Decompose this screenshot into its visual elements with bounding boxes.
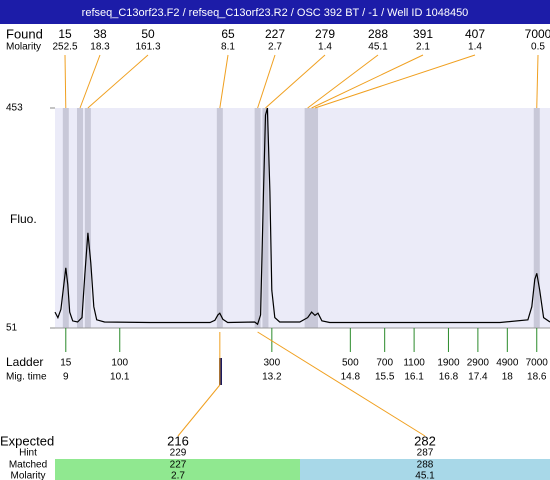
found-connector [219,54,229,109]
marker-bar [219,358,222,385]
peak-band [254,108,261,328]
found-value: 407 [465,27,485,41]
mig-time-value: 13.2 [262,372,282,383]
mig-time-value: 10.1 [110,372,130,383]
table-value: 287 [417,448,434,459]
mig-time-value: 15.5 [375,372,395,383]
ladder-value: 500 [342,358,359,369]
peak-band [304,108,311,328]
found-connector [314,54,476,109]
found-value: 50 [141,27,155,41]
row-label: Hint [19,448,37,459]
table-value: 282 [414,433,436,448]
mig-time-value: 16.1 [404,372,424,383]
mig-time-value: 9 [63,372,69,383]
row-label: Matched [9,460,47,471]
chart-title: refseq_C13orf23.F2 / refseq_C13orf23.R2 … [82,7,469,19]
found-value: 391 [413,27,433,41]
plot-area [55,108,550,328]
peak-band [62,108,69,328]
row-label: Expected [0,433,54,448]
found-value: 288 [368,27,388,41]
peak-band [312,108,319,328]
ladder-value: 1900 [437,358,460,369]
found-connector [79,54,101,109]
found-value: 65 [221,27,235,41]
molarity-value: 1.4 [318,42,332,53]
found-connector [307,54,379,109]
found-value: 7000 [525,27,550,41]
ladder-value: 15 [60,358,72,369]
peak-band [308,108,315,328]
table-value: 229 [170,448,187,459]
ladder-value: 100 [111,358,128,369]
mig-time-value: 16.8 [439,372,459,383]
molarity-label: Molarity [6,42,41,53]
y-tick-label: 453 [6,103,23,114]
peak-band [216,108,223,328]
ladder-value: 4900 [496,358,519,369]
mig-time-label: Mig. time [6,372,47,383]
mig-time-value: 17.4 [468,372,488,383]
molarity-value: 252.5 [52,42,77,53]
row-label: Molarity [10,471,45,480]
molarity-value: 2.1 [416,42,430,53]
found-value: 279 [315,27,335,41]
molarity-value: 8.1 [221,42,235,53]
ladder-value: 2900 [467,358,490,369]
found-connector [257,54,276,109]
ladder-value: 700 [376,358,393,369]
ladder-value: 1100 [403,358,425,369]
found-value: 38 [93,27,107,41]
title-bar [0,0,550,24]
peak-band [84,108,91,328]
mig-time-value: 14.8 [341,372,361,383]
match-band [55,459,300,480]
found-value: 15 [58,27,72,41]
match-band [300,459,550,480]
table-value: 45.1 [415,471,435,480]
found-value: 227 [265,27,285,41]
mig-time-value: 18 [502,372,514,383]
found-connector [87,54,149,109]
ladder-label: Ladder [6,355,43,369]
table-value: 216 [167,433,189,448]
expected-connector [177,384,221,437]
found-connector [64,54,67,109]
molarity-value: 18.3 [90,42,110,53]
molarity-value: 45.1 [368,42,388,53]
found-connector [265,54,326,109]
expected-connector [257,331,426,437]
peak-band [262,108,269,328]
y-axis-label: Fluo. [10,212,37,226]
peak-band [533,108,540,328]
peak-band [77,108,84,328]
molarity-value: 1.4 [468,42,482,53]
molarity-value: 161.3 [135,42,160,53]
table-value: 288 [417,460,434,471]
table-value: 2.7 [171,471,185,480]
ladder-value: 300 [263,358,280,369]
found-label: Found [6,26,43,41]
molarity-value: 2.7 [268,42,282,53]
found-connector [536,54,539,109]
y-tick-label: 51 [6,323,18,334]
found-connector [311,54,424,109]
molarity-value: 0.5 [531,42,545,53]
ladder-value: 7000 [526,358,549,369]
mig-time-value: 18.6 [527,372,547,383]
trace [54,107,550,326]
table-value: 227 [170,460,187,471]
